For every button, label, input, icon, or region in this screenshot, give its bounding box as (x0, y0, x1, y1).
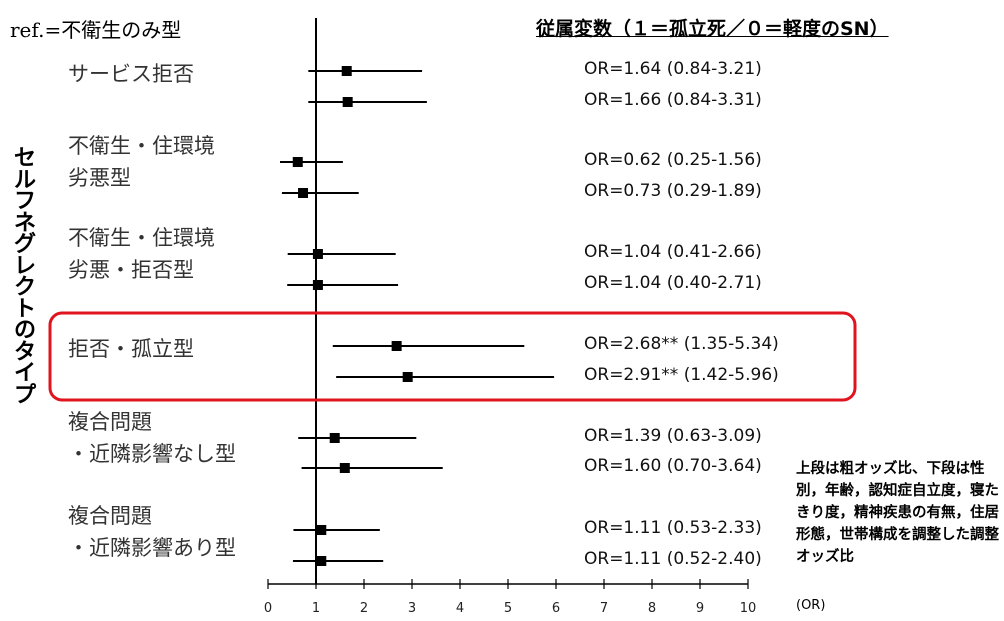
category-label-line: 複合問題 (68, 410, 152, 434)
or-value-label: OR=1.60 (0.70-3.64) (584, 456, 762, 476)
or-point-marker (342, 97, 353, 107)
or-value-label: OR=1.04 (0.40-2.71) (584, 273, 762, 293)
or-value-label: OR=1.64 (0.84-3.21) (584, 59, 762, 79)
or-point-marker (391, 341, 402, 351)
dependent-variable-label: 従属変数（１＝孤立死／０＝軽度のSN） (536, 18, 889, 40)
category-label: 不衛生・住環境 劣悪型 (68, 130, 215, 194)
or-point-marker (298, 188, 309, 198)
category-label-line: 不衛生・住環境 (68, 134, 215, 158)
or-value-label: OR=1.66 (0.84-3.31) (584, 90, 762, 110)
category-label-line: ・近隣影響あり型 (68, 536, 236, 560)
footnote: 上段は粗オッズ比、下段は性別，年齢，認知症自立度，寝たきり度，精神疾患の有無，住… (796, 461, 999, 565)
or-value-label: OR=0.62 (0.25-1.56) (584, 150, 762, 170)
x-axis-unit-label: (OR) (796, 598, 826, 613)
x-tick-label: 3 (408, 601, 416, 616)
or-value-label: OR=1.04 (0.41-2.66) (584, 242, 762, 262)
x-tick-label: 8 (648, 601, 656, 616)
x-tick-label: 1 (312, 601, 320, 616)
category-label-line: サービス拒否 (68, 62, 194, 86)
x-tick-label: 0 (264, 601, 272, 616)
x-tick-label: 5 (504, 601, 512, 616)
or-point-marker (339, 463, 350, 473)
reference-category-label: ref.=不衛生のみ型 (10, 18, 182, 42)
or-point-marker (341, 66, 352, 76)
or-point-marker (316, 525, 327, 535)
x-tick-label: 2 (360, 601, 368, 616)
highlight-box (48, 311, 857, 402)
or-point-marker (402, 372, 413, 382)
category-label-line: 拒否・孤立型 (68, 337, 194, 361)
or-value-label: OR=2.68** (1.35-5.34) (584, 334, 779, 354)
category-label: 複合問題・近隣影響なし型 (68, 406, 236, 470)
or-value-label: OR=0.73 (0.29-1.89) (584, 181, 762, 201)
x-tick-label: 9 (696, 601, 704, 616)
category-label: 拒否・孤立型 (68, 333, 194, 365)
category-label-line: 劣悪・拒否型 (68, 258, 194, 282)
x-tick-label: 4 (456, 601, 464, 616)
category-label-line: 劣悪型 (68, 166, 131, 190)
or-value-label: OR=1.39 (0.63-3.09) (584, 426, 762, 446)
category-label: 複合問題・近隣影響あり型 (68, 500, 236, 564)
category-label-line: ・近隣影響なし型 (68, 442, 236, 466)
or-point-marker (292, 157, 303, 167)
y-axis-label: セルフネグレクトのタイプ (13, 146, 36, 408)
or-point-marker (329, 433, 340, 443)
or-value-label: OR=1.11 (0.53-2.33) (584, 518, 762, 538)
or-point-marker (312, 249, 323, 259)
category-label-line: 不衛生・住環境 (68, 226, 215, 250)
category-label-line: 複合問題 (68, 504, 152, 528)
x-tick-label: 10 (740, 601, 757, 616)
or-point-marker (316, 556, 327, 566)
or-point-marker (312, 280, 323, 290)
category-label: 不衛生・住環境 劣悪・拒否型 (68, 222, 215, 286)
x-tick-label: 6 (552, 601, 560, 616)
x-tick-label: 7 (600, 601, 608, 616)
category-label: サービス拒否 (68, 58, 194, 90)
or-value-label: OR=2.91** (1.42-5.96) (584, 365, 779, 385)
or-value-label: OR=1.11 (0.52-2.40) (584, 549, 762, 569)
